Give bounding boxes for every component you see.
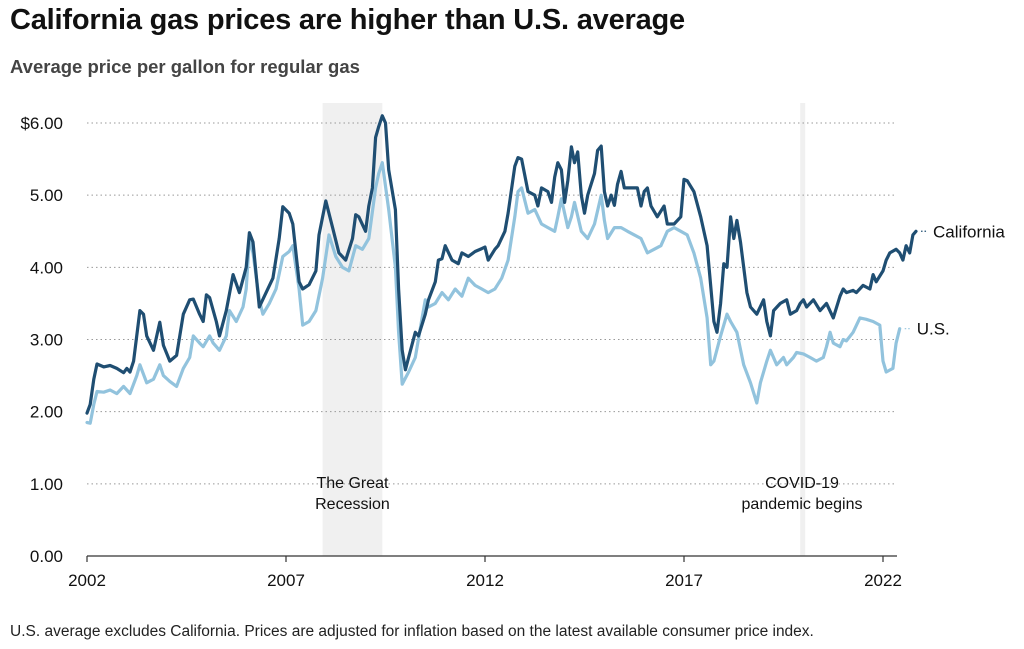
covid-shade <box>800 103 806 556</box>
y-tick-label: 2.00 <box>30 403 63 422</box>
us-series-label: U.S. <box>917 320 950 339</box>
california-line <box>85 114 918 415</box>
y-tick-label: 4.00 <box>30 258 63 277</box>
x-axis: 2002 2007 2012 2017 2022 <box>68 556 902 590</box>
us-line <box>85 161 902 425</box>
x-tick-label: 2007 <box>267 571 305 590</box>
y-tick-label: 5.00 <box>30 186 63 205</box>
y-axis: $6.00 5.00 4.00 3.00 2.00 1.00 0.00 <box>20 114 63 566</box>
x-tick-label: 2022 <box>864 571 902 590</box>
shaded-periods <box>322 103 806 556</box>
series-labels: California U.S. <box>904 222 1005 339</box>
great-recession-label: Recession <box>315 496 390 513</box>
series-lines <box>85 114 918 425</box>
y-tick-label: 3.00 <box>30 331 63 350</box>
chart-title: California gas prices are higher than U.… <box>10 4 685 36</box>
x-tick-label: 2017 <box>665 571 703 590</box>
annotations: The Great Recession COVID-19 pandemic begin… <box>315 475 862 513</box>
x-tick-label: 2012 <box>466 571 504 590</box>
great-recession-label: The Great <box>316 475 389 492</box>
covid-label: pandemic begins <box>742 496 863 513</box>
chart-subtitle: Average price per gallon for regular gas <box>10 56 360 77</box>
y-tick-label: 1.00 <box>30 475 63 494</box>
y-tick-label: $6.00 <box>20 114 63 133</box>
footnote: U.S. average excludes California. Prices… <box>10 623 814 640</box>
california-series-label: California <box>933 222 1005 241</box>
gridlines <box>87 122 897 557</box>
x-tick-label: 2002 <box>68 571 106 590</box>
covid-label: COVID-19 <box>765 475 839 492</box>
y-tick-label: 0.00 <box>30 547 63 566</box>
